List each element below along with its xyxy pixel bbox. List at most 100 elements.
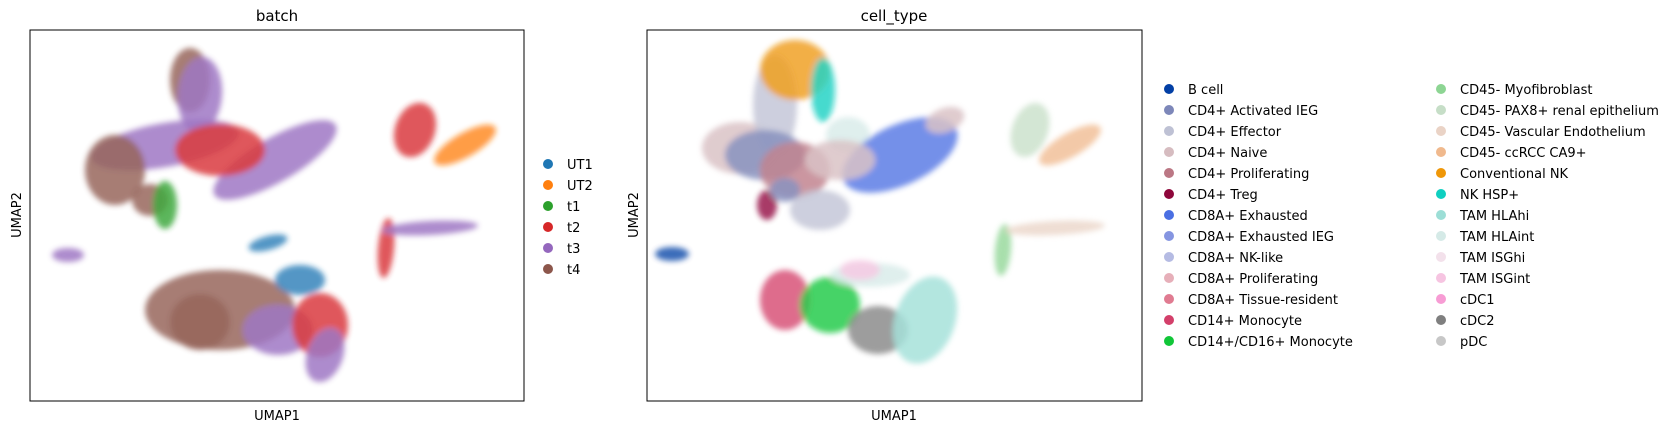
- legend-label: B cell: [1188, 83, 1223, 98]
- legend-marker: [1164, 105, 1174, 115]
- cluster-region: [655, 247, 689, 261]
- legend-label: CD8A+ Tissue-resident: [1188, 293, 1338, 308]
- cell-type-panel: cell_type UMAP1 UMAP2 B cell CD4+ Activat…: [627, 7, 1659, 424]
- cell-type-panel-title: cell_type: [861, 7, 928, 26]
- legend-label: CD4+ Treg: [1188, 188, 1258, 203]
- cluster-region: [85, 135, 145, 205]
- cluster-region: [52, 248, 84, 262]
- legend-marker: [1436, 252, 1446, 262]
- legend-label: t3: [567, 242, 580, 257]
- legend-label: CD14+/CD16+ Monocyte: [1188, 335, 1353, 350]
- legend-marker: [1436, 273, 1446, 283]
- batch-xlabel: UMAP1: [254, 409, 300, 424]
- cluster-region: [760, 270, 810, 330]
- cluster-region: [1010, 102, 1050, 158]
- cluster-region: [770, 178, 800, 202]
- legend-marker: [543, 159, 553, 169]
- batch-plot-frame: [29, 29, 525, 402]
- legend-item: t2: [543, 221, 580, 236]
- batch-point-cloud: [52, 48, 496, 383]
- legend-label: Conventional NK: [1460, 167, 1569, 182]
- legend-label: CD14+ Monocyte: [1188, 314, 1302, 329]
- legend-marker: [1436, 294, 1446, 304]
- batch-panel: batch UMAP1 UMAP2 UT1 UT2 t1 t2 t3 t4: [10, 7, 593, 424]
- legend-marker: [1436, 147, 1446, 157]
- cluster-region: [305, 327, 345, 383]
- legend-item: CD4+ Treg: [1164, 188, 1258, 203]
- legend-item: TAM HLAhi: [1436, 209, 1529, 224]
- legend-label: UT1: [567, 158, 593, 173]
- legend-item: CD8A+ Exhausted: [1164, 209, 1308, 224]
- legend-marker: [1436, 210, 1446, 220]
- legend-label: CD8A+ Exhausted IEG: [1188, 230, 1334, 245]
- legend-item: cDC2: [1436, 314, 1495, 329]
- cluster-region: [805, 140, 875, 180]
- legend-marker: [1436, 126, 1446, 136]
- legend-item: CD45- Vascular Endothelium: [1436, 125, 1646, 140]
- cell-type-xlabel: UMAP1: [871, 409, 917, 424]
- legend-marker: [1164, 315, 1174, 325]
- cluster-region: [1039, 124, 1101, 166]
- cell-type-point-cloud: [655, 40, 1105, 364]
- legend-label: CD45- PAX8+ renal epithelium: [1460, 104, 1659, 119]
- batch-panel-title: batch: [256, 7, 298, 25]
- legend-item: CD14+/CD16+ Monocyte: [1164, 335, 1353, 350]
- legend-label: CD8A+ Exhausted: [1188, 209, 1308, 224]
- legend-item: t3: [543, 242, 580, 257]
- cluster-region: [848, 306, 908, 354]
- legend-label: CD4+ Proliferating: [1188, 167, 1309, 182]
- legend-item: t4: [543, 263, 580, 278]
- legend-item: NK HSP+: [1436, 188, 1519, 203]
- legend-item: TAM ISGint: [1436, 272, 1530, 287]
- legend-label: NK HSP+: [1460, 188, 1519, 203]
- legend-item: TAM ISGhi: [1436, 251, 1525, 266]
- cluster-region: [757, 190, 777, 220]
- legend-item: B cell: [1164, 83, 1223, 98]
- legend-label: CD4+ Naive: [1188, 146, 1267, 161]
- batch-ylabel: UMAP2: [10, 192, 25, 238]
- legend-label: CD45- ccRCC CA9+: [1460, 146, 1587, 161]
- legend-label: CD45- Myofibroblast: [1460, 83, 1592, 98]
- cluster-region: [170, 294, 230, 350]
- legend-item: UT2: [543, 179, 593, 194]
- cluster-region: [153, 181, 177, 229]
- legend-label: t1: [567, 200, 580, 215]
- legend-label: CD4+ Activated IEG: [1188, 104, 1318, 119]
- legend-marker: [543, 243, 553, 253]
- legend-label: TAM HLAhi: [1459, 209, 1529, 224]
- legend-item: CD4+ Effector: [1164, 125, 1282, 140]
- legend-label: cDC2: [1460, 314, 1495, 329]
- legend-marker: [1436, 231, 1446, 241]
- legend-item: CD4+ Naive: [1164, 146, 1267, 161]
- legend-marker: [1436, 84, 1446, 94]
- legend-item: CD8A+ NK-like: [1164, 251, 1283, 266]
- legend-label: TAM HLAint: [1459, 230, 1534, 245]
- cluster-region: [213, 120, 337, 200]
- legend-marker: [1436, 105, 1446, 115]
- legend-marker: [543, 180, 553, 190]
- legend-item: pDC: [1436, 335, 1487, 350]
- legend-item: CD14+ Monocyte: [1164, 314, 1302, 329]
- cluster-region: [811, 58, 835, 122]
- legend-marker: [1436, 315, 1446, 325]
- legend-item: CD8A+ Proliferating: [1164, 272, 1318, 287]
- legend-marker: [543, 264, 553, 274]
- legend-marker: [1436, 168, 1446, 178]
- legend-item: Conventional NK: [1436, 167, 1569, 182]
- legend-marker: [1164, 189, 1174, 199]
- cluster-region: [840, 260, 880, 280]
- legend-item: CD45- PAX8+ renal epithelium: [1436, 104, 1659, 119]
- cluster-region: [177, 57, 223, 133]
- legend-label: pDC: [1460, 335, 1487, 350]
- cluster-region: [790, 190, 850, 230]
- legend-item: CD8A+ Exhausted IEG: [1164, 230, 1334, 245]
- legend-item: CD45- Myofibroblast: [1436, 83, 1592, 98]
- legend-item: CD4+ Proliferating: [1164, 167, 1309, 182]
- legend-item: CD4+ Activated IEG: [1164, 104, 1318, 119]
- cell-type-plot-frame: [646, 29, 1143, 402]
- cell-type-ylabel: UMAP2: [627, 192, 642, 238]
- legend-marker: [1164, 84, 1174, 94]
- legend-marker: [1164, 294, 1174, 304]
- legend-label: CD8A+ Proliferating: [1188, 272, 1318, 287]
